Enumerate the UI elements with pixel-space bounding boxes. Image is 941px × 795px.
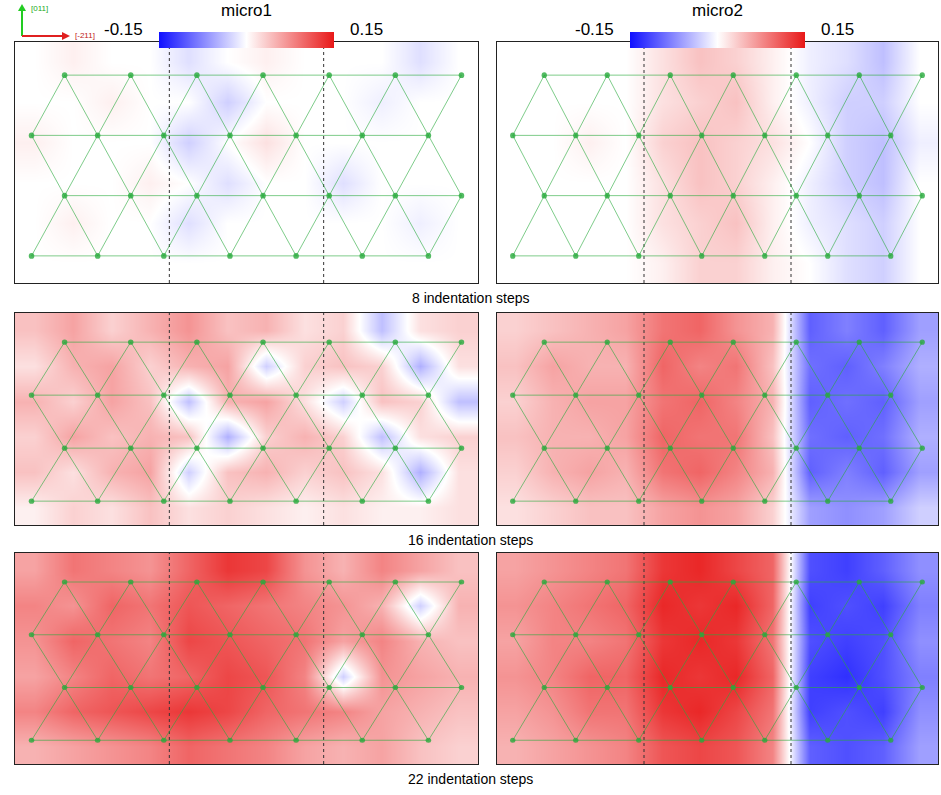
svg-text:micro1: micro1 bbox=[221, 1, 272, 20]
svg-text:micro2: micro2 bbox=[692, 1, 743, 20]
svg-text:22 indentation steps: 22 indentation steps bbox=[408, 771, 533, 787]
svg-text:-0.15: -0.15 bbox=[104, 20, 143, 39]
svg-text:[011]: [011] bbox=[31, 4, 48, 13]
svg-text:8 indentation steps: 8 indentation steps bbox=[412, 290, 530, 306]
svg-text:-0.15: -0.15 bbox=[575, 20, 614, 39]
svg-text:0.15: 0.15 bbox=[350, 20, 383, 39]
svg-text:0.15: 0.15 bbox=[821, 20, 854, 39]
svg-text:[-211]: [-211] bbox=[75, 31, 95, 40]
svg-text:16 indentation steps: 16 indentation steps bbox=[408, 532, 533, 548]
